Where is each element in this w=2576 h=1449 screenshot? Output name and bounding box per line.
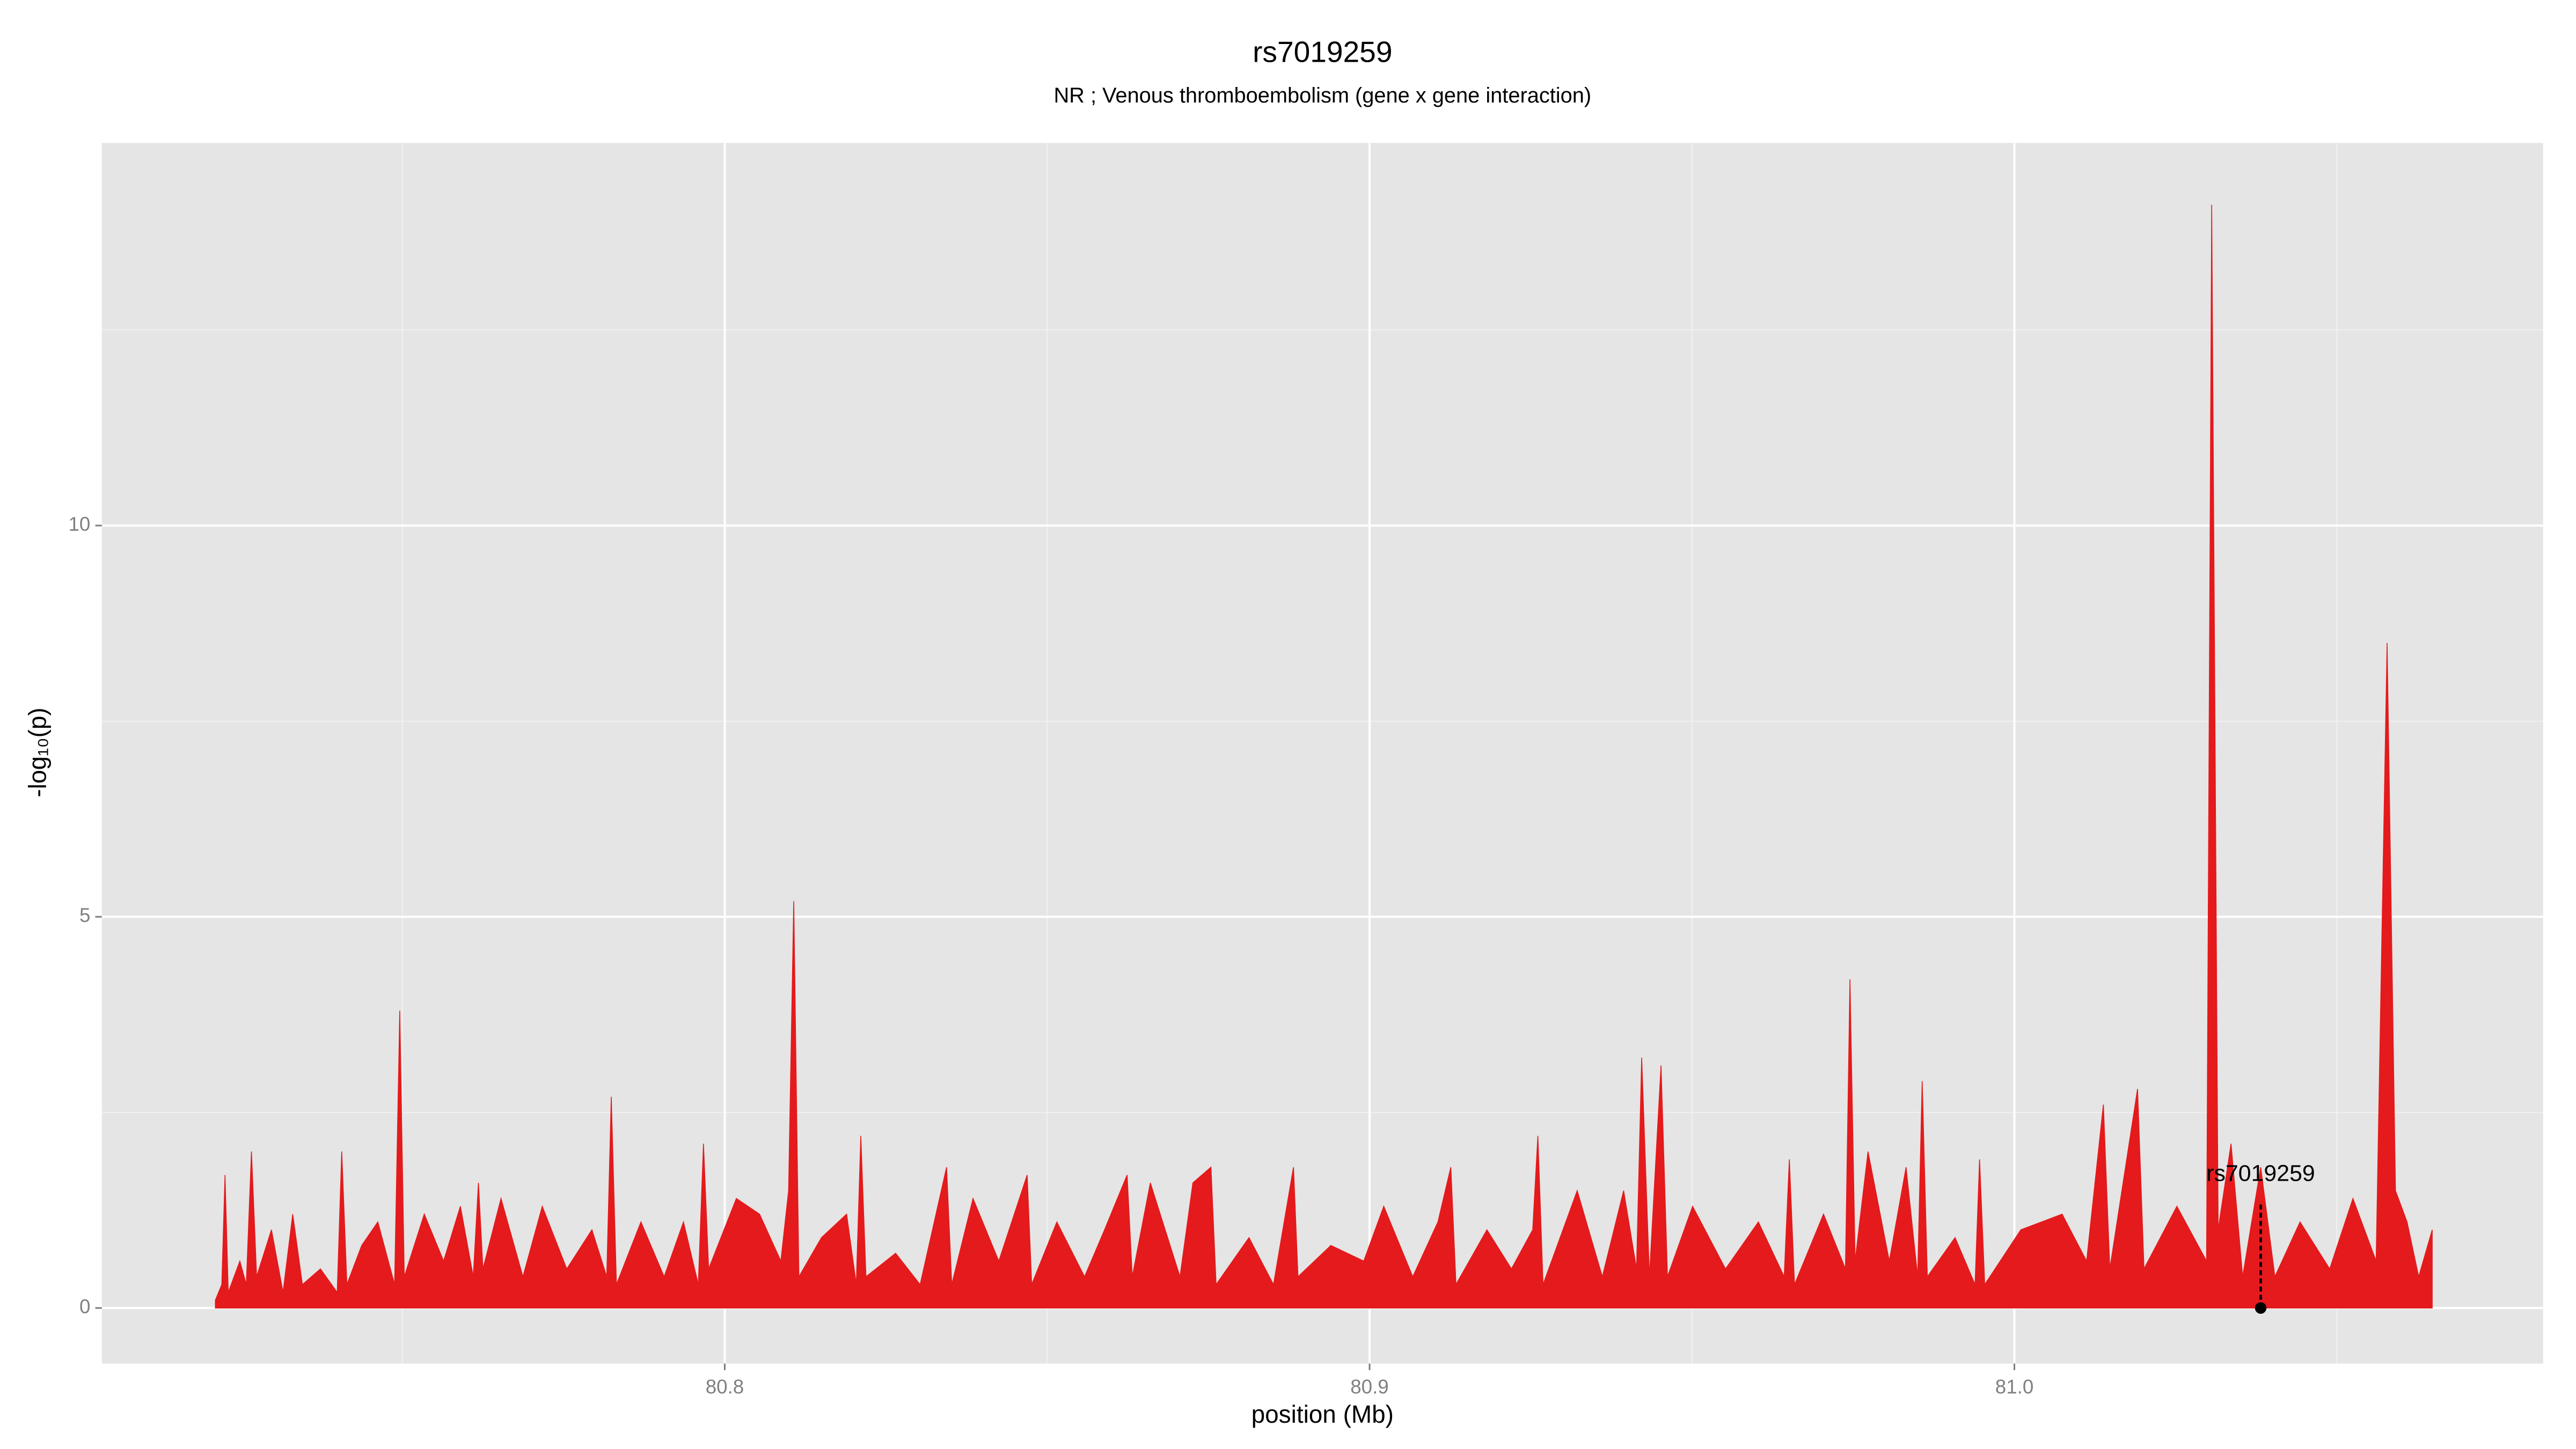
x-tick-label: 81.0 bbox=[1995, 1375, 2033, 1397]
y-tick-label: 10 bbox=[69, 513, 91, 535]
chart-subtitle: NR ; Venous thromboembolism (gene x gene… bbox=[1053, 84, 1591, 107]
y-tick-label: 0 bbox=[79, 1296, 90, 1318]
plot-panel bbox=[101, 143, 2543, 1364]
annotation-label: rs7019259 bbox=[2206, 1161, 2315, 1187]
y-axis-label: -log₁₀(p) bbox=[24, 707, 52, 797]
chart-title: rs7019259 bbox=[1253, 35, 1392, 69]
x-tick-label: 80.9 bbox=[1350, 1375, 1388, 1397]
area bbox=[215, 204, 2433, 1309]
x-tick-label: 80.8 bbox=[706, 1375, 744, 1397]
x-axis-label: position (Mb) bbox=[1252, 1400, 1394, 1428]
y-tick-label: 5 bbox=[79, 904, 90, 926]
annotation-point bbox=[2255, 1302, 2267, 1314]
